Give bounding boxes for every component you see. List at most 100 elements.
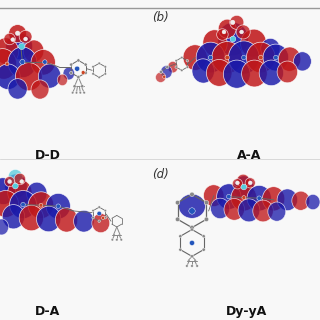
Circle shape xyxy=(92,73,94,75)
Circle shape xyxy=(248,181,252,185)
Ellipse shape xyxy=(179,194,205,218)
Ellipse shape xyxy=(4,176,15,187)
Circle shape xyxy=(242,196,246,199)
Circle shape xyxy=(81,71,85,75)
Text: (d): (d) xyxy=(152,168,168,181)
Circle shape xyxy=(81,85,84,88)
Circle shape xyxy=(8,180,12,183)
Circle shape xyxy=(79,92,82,94)
Circle shape xyxy=(190,255,194,258)
Ellipse shape xyxy=(23,40,44,62)
Ellipse shape xyxy=(57,74,68,86)
Circle shape xyxy=(69,71,73,75)
Circle shape xyxy=(11,38,15,42)
Ellipse shape xyxy=(5,174,27,198)
Circle shape xyxy=(190,192,194,196)
Circle shape xyxy=(186,60,188,62)
Ellipse shape xyxy=(263,44,289,71)
Ellipse shape xyxy=(10,190,36,219)
Ellipse shape xyxy=(234,176,254,198)
Ellipse shape xyxy=(31,80,49,99)
Circle shape xyxy=(257,196,261,200)
Circle shape xyxy=(175,217,180,221)
Ellipse shape xyxy=(192,59,214,83)
Circle shape xyxy=(111,238,114,241)
Ellipse shape xyxy=(38,64,61,88)
Circle shape xyxy=(24,37,28,41)
Circle shape xyxy=(104,209,107,212)
Ellipse shape xyxy=(217,184,241,209)
Ellipse shape xyxy=(231,184,257,211)
Circle shape xyxy=(69,63,73,66)
Ellipse shape xyxy=(63,67,75,80)
Ellipse shape xyxy=(8,169,22,183)
Circle shape xyxy=(92,209,94,212)
Ellipse shape xyxy=(14,173,26,185)
Circle shape xyxy=(240,30,244,34)
Circle shape xyxy=(204,217,209,221)
Circle shape xyxy=(175,60,178,62)
Text: D-A: D-A xyxy=(36,305,60,318)
Ellipse shape xyxy=(6,33,33,60)
Circle shape xyxy=(83,92,85,94)
Circle shape xyxy=(98,62,100,65)
Ellipse shape xyxy=(204,185,224,206)
Text: A-A: A-A xyxy=(237,148,262,162)
Circle shape xyxy=(12,183,18,189)
Ellipse shape xyxy=(55,208,78,232)
Circle shape xyxy=(202,248,205,251)
Circle shape xyxy=(15,31,20,36)
Circle shape xyxy=(236,181,239,185)
Circle shape xyxy=(180,69,183,72)
Circle shape xyxy=(242,55,246,60)
Ellipse shape xyxy=(156,72,166,83)
Ellipse shape xyxy=(211,198,230,219)
Circle shape xyxy=(175,200,180,205)
Circle shape xyxy=(116,238,118,241)
Ellipse shape xyxy=(241,29,266,57)
Circle shape xyxy=(159,70,163,74)
Ellipse shape xyxy=(253,200,273,222)
Ellipse shape xyxy=(236,25,250,39)
Circle shape xyxy=(179,248,182,251)
Circle shape xyxy=(97,211,101,216)
Circle shape xyxy=(92,66,94,68)
Ellipse shape xyxy=(168,61,178,73)
Ellipse shape xyxy=(8,79,27,99)
Circle shape xyxy=(39,203,43,207)
Ellipse shape xyxy=(31,50,55,75)
Ellipse shape xyxy=(218,22,248,56)
Ellipse shape xyxy=(9,25,27,43)
Ellipse shape xyxy=(261,38,280,59)
Circle shape xyxy=(189,208,195,214)
Ellipse shape xyxy=(46,193,70,219)
Ellipse shape xyxy=(0,190,19,217)
Circle shape xyxy=(5,62,9,66)
Ellipse shape xyxy=(306,194,320,210)
Circle shape xyxy=(204,200,209,205)
Ellipse shape xyxy=(223,60,250,88)
Circle shape xyxy=(104,66,107,68)
Ellipse shape xyxy=(0,38,19,65)
Text: (b): (b) xyxy=(152,11,168,24)
Ellipse shape xyxy=(237,174,250,187)
Circle shape xyxy=(104,216,107,219)
Ellipse shape xyxy=(247,185,271,211)
Ellipse shape xyxy=(19,30,32,43)
Text: D-D: D-D xyxy=(35,148,61,162)
Ellipse shape xyxy=(15,63,42,91)
Circle shape xyxy=(101,216,105,220)
Circle shape xyxy=(186,265,188,267)
Circle shape xyxy=(274,55,278,60)
Ellipse shape xyxy=(0,178,15,204)
Ellipse shape xyxy=(27,182,47,204)
Ellipse shape xyxy=(0,64,20,90)
Circle shape xyxy=(43,60,47,64)
Ellipse shape xyxy=(224,198,244,220)
Ellipse shape xyxy=(0,219,9,235)
Circle shape xyxy=(21,202,25,207)
Circle shape xyxy=(20,180,24,183)
Circle shape xyxy=(98,220,100,222)
Circle shape xyxy=(166,66,169,69)
Circle shape xyxy=(175,66,178,68)
